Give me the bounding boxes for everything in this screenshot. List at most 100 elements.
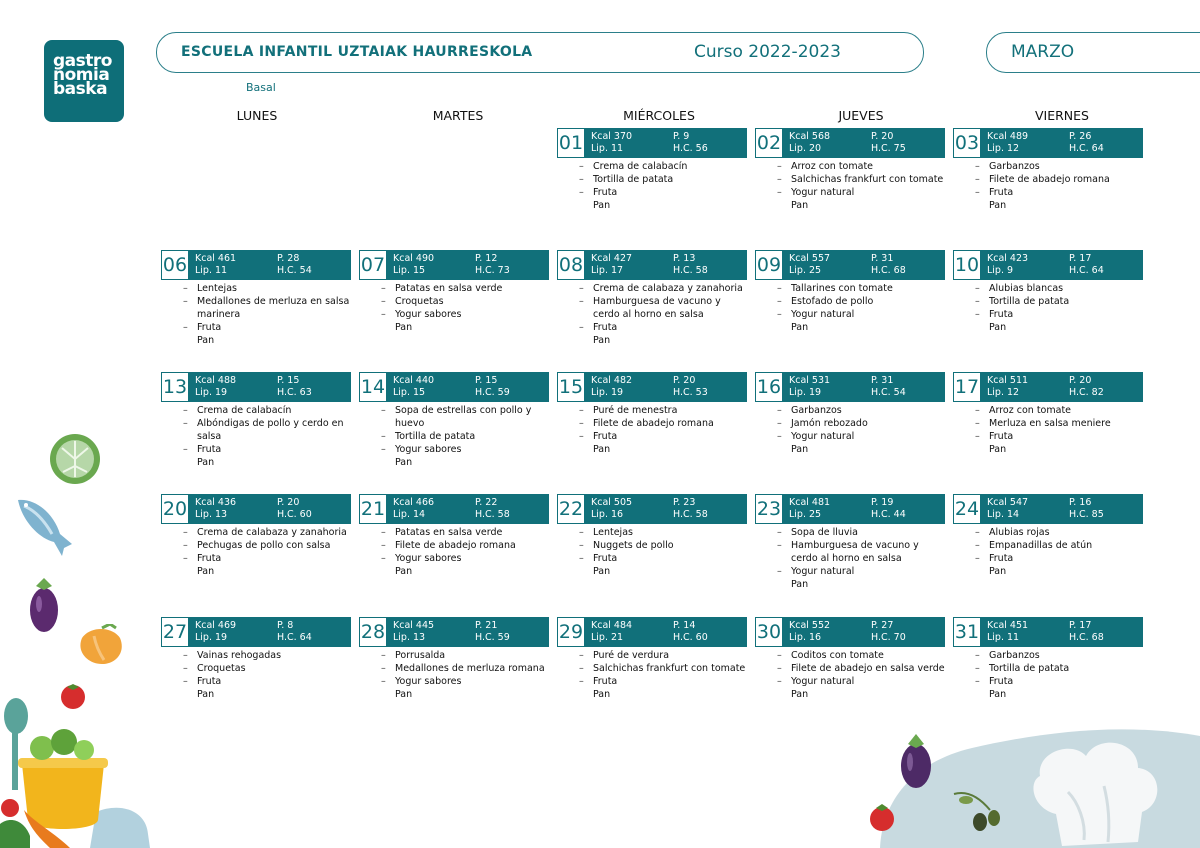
dish-item: Tortilla de patata [557,173,747,186]
day-cell: 10 Kcal 423 P. 17 Lip. 9 H.C. 64 Alubias blan… [953,250,1143,334]
dish-item: Filete de abadejo romana [557,417,747,430]
dish-list: Patatas en salsa verdeCroquetasYogur sab… [359,282,549,321]
bread-item: Pan [197,689,215,700]
lipids-value: Lip. 13 [195,509,228,520]
logo-line: baska [53,79,108,99]
protein-value: P. 22 [475,497,498,508]
kcal-value: Kcal 488 [195,375,237,386]
kcal-value: Kcal 505 [591,497,633,508]
day-number: 06 [161,250,189,280]
carbs-value: H.C. 64 [1069,143,1104,154]
protein-value: P. 17 [1069,253,1092,264]
protein-value: P. 26 [1069,131,1092,142]
nutrition-band: 21 Kcal 466 P. 22 Lip. 14 H.C. 58 [359,494,549,524]
dish-item: Lentejas [557,526,747,539]
carbs-value: H.C. 68 [871,265,906,276]
dish-item: Garbanzos [953,649,1143,662]
day-cell: 08 Kcal 427 P. 13 Lip. 17 H.C. 58 Crema de ca… [557,250,747,347]
dish-list: Sopa de lluviaHamburguesa de vacuno y ce… [755,526,945,578]
bread-item: Pan [791,200,809,211]
day-number: 10 [953,250,981,280]
day-cell: 14 Kcal 440 P. 15 Lip. 15 H.C. 59 Sopa de est… [359,372,549,469]
kcal-value: Kcal 489 [987,131,1029,142]
dish-item: Puré de verdura [557,649,747,662]
dish-item: Crema de calabaza y zanahoria [557,282,747,295]
nutrition-band: 16 Kcal 531 P. 31 Lip. 19 H.C. 54 [755,372,945,402]
carbs-value: H.C. 56 [673,143,708,154]
day-cell: 01 Kcal 370 P. 9 Lip. 11 H.C. 56 Crema de cal… [557,128,747,212]
lipids-value: Lip. 11 [195,265,228,276]
lipids-value: Lip. 15 [393,265,426,276]
dish-item: Estofado de pollo [755,295,945,308]
dish-item: Sopa de estrellas con pollo y huevo [359,404,549,430]
day-cell: 17 Kcal 511 P. 20 Lip. 12 H.C. 82 Arroz con t… [953,372,1143,456]
lipids-value: Lip. 21 [591,632,624,643]
lipids-value: Lip. 12 [987,387,1020,398]
bread-item: Pan [791,689,809,700]
dish-list: Sopa de estrellas con pollo y huevoTorti… [359,404,549,456]
carbs-value: H.C. 58 [673,509,708,520]
eggplant-icon [901,734,931,788]
nutrition-band: 30 Kcal 552 P. 27 Lip. 16 H.C. 70 [755,617,945,647]
protein-value: P. 15 [475,375,498,386]
lipids-value: Lip. 13 [393,632,426,643]
protein-value: P. 27 [871,620,894,631]
kcal-value: Kcal 552 [789,620,831,631]
day-cell: 07 Kcal 490 P. 12 Lip. 15 H.C. 73 Patatas en … [359,250,549,334]
lipids-value: Lip. 11 [987,632,1020,643]
nutrition-band: 23 Kcal 481 P. 19 Lip. 25 H.C. 44 [755,494,945,524]
day-number: 24 [953,494,981,524]
kcal-value: Kcal 451 [987,620,1029,631]
day-number: 21 [359,494,387,524]
dish-item: Yogur natural [755,430,945,443]
cooking-pot-icon [0,698,150,848]
carbs-value: H.C. 54 [871,387,906,398]
day-number: 02 [755,128,783,158]
kcal-value: Kcal 436 [195,497,237,508]
protein-value: P. 8 [277,620,294,631]
dish-item: Fruta [953,308,1143,321]
dish-item: Vainas rehogadas [161,649,351,662]
day-number: 01 [557,128,585,158]
bread-item: Pan [593,566,611,577]
carbs-value: H.C. 60 [673,632,708,643]
protein-value: P. 20 [1069,375,1092,386]
lipids-value: Lip. 19 [789,387,822,398]
dish-item: Croquetas [161,662,351,675]
dish-item: Fruta [953,552,1143,565]
kcal-value: Kcal 461 [195,253,237,264]
day-number: 15 [557,372,585,402]
dish-item: Tortilla de patata [953,295,1143,308]
lipids-value: Lip. 20 [789,143,822,154]
dish-item: Fruta [557,321,747,334]
weekday-header: MARTES [432,108,484,123]
pepper-icon [80,624,122,664]
carbs-value: H.C. 70 [871,632,906,643]
lipids-value: Lip. 16 [789,632,822,643]
dish-list: Alubias rojasEmpanadillas de atúnFruta [953,526,1143,565]
dish-list: Patatas en salsa verdeFilete de abadejo … [359,526,549,565]
nutrition-band: 20 Kcal 436 P. 20 Lip. 13 H.C. 60 [161,494,351,524]
carbs-value: H.C. 44 [871,509,906,520]
logo-line: gastro [53,51,112,71]
bread-item: Pan [395,689,413,700]
bread-item: Pan [989,322,1007,333]
lipids-value: Lip. 19 [195,387,228,398]
day-cell: 16 Kcal 531 P. 31 Lip. 19 H.C. 54 GarbanzosJa… [755,372,945,456]
day-number: 28 [359,617,387,647]
dish-item: Arroz con tomate [755,160,945,173]
dish-item: Coditos con tomate [755,649,945,662]
dish-item: Nuggets de pollo [557,539,747,552]
day-cell: 27 Kcal 469 P. 8 Lip. 19 H.C. 64 Vainas rehog… [161,617,351,701]
bread-item: Pan [989,200,1007,211]
dish-item: Fruta [953,675,1143,688]
dish-item: Arroz con tomate [953,404,1143,417]
month-name: MARZO [1011,42,1075,62]
dish-item: Patatas en salsa verde [359,526,549,539]
carbs-value: H.C. 59 [475,387,510,398]
day-cell: 13 Kcal 488 P. 15 Lip. 19 H.C. 63 Crema de ca… [161,372,351,469]
kcal-value: Kcal 482 [591,375,633,386]
dish-list: Puré de verduraSalchichas frankfurt con … [557,649,747,688]
dish-item: Yogur sabores [359,308,549,321]
dish-item: Medallones de merluza en salsa marinera [161,295,351,321]
